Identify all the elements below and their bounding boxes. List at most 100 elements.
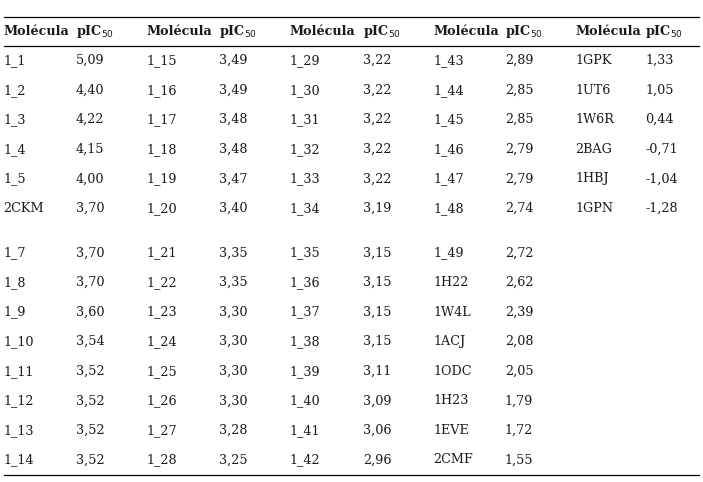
- Text: -1,04: -1,04: [645, 173, 678, 186]
- Text: 3,49: 3,49: [219, 54, 248, 67]
- Text: 1UT6: 1UT6: [575, 84, 610, 97]
- Text: 1_19: 1_19: [146, 173, 176, 186]
- Text: 1_25: 1_25: [146, 365, 177, 378]
- Text: 4,22: 4,22: [76, 113, 105, 126]
- Text: 1_36: 1_36: [290, 276, 321, 289]
- Text: 3,19: 3,19: [363, 202, 391, 215]
- Text: 3,30: 3,30: [219, 306, 248, 319]
- Text: 1_32: 1_32: [290, 143, 321, 156]
- Text: 1_27: 1_27: [146, 424, 177, 437]
- Text: 3,15: 3,15: [363, 246, 392, 259]
- Text: 1_26: 1_26: [146, 394, 177, 407]
- Text: 3,52: 3,52: [76, 365, 105, 378]
- Text: 1_3: 1_3: [4, 113, 26, 126]
- Text: 3,48: 3,48: [219, 143, 248, 156]
- Text: 3,70: 3,70: [76, 276, 105, 289]
- Text: 4,15: 4,15: [76, 143, 105, 156]
- Text: 2,85: 2,85: [505, 113, 534, 126]
- Text: 2,79: 2,79: [505, 143, 534, 156]
- Text: 3,22: 3,22: [363, 143, 392, 156]
- Text: 3,22: 3,22: [363, 54, 392, 67]
- Text: 3,70: 3,70: [76, 246, 105, 259]
- Text: 3,60: 3,60: [76, 306, 105, 319]
- Text: pIC$_{50}$: pIC$_{50}$: [645, 23, 683, 40]
- Text: 1_21: 1_21: [146, 246, 176, 259]
- Text: 3,35: 3,35: [219, 276, 248, 289]
- Text: 1H23: 1H23: [433, 394, 468, 407]
- Text: pIC$_{50}$: pIC$_{50}$: [76, 23, 114, 40]
- Text: 1_49: 1_49: [433, 246, 464, 259]
- Text: 3,70: 3,70: [76, 202, 105, 215]
- Text: 3,52: 3,52: [76, 424, 105, 437]
- Text: 1_15: 1_15: [146, 54, 177, 67]
- Text: 1_37: 1_37: [290, 306, 321, 319]
- Text: Molécula: Molécula: [290, 25, 356, 38]
- Text: 1_14: 1_14: [4, 454, 34, 467]
- Text: 2CMF: 2CMF: [433, 454, 473, 467]
- Text: pIC$_{50}$: pIC$_{50}$: [505, 23, 543, 40]
- Text: 3,11: 3,11: [363, 365, 391, 378]
- Text: 3,40: 3,40: [219, 202, 248, 215]
- Text: -1,28: -1,28: [645, 202, 678, 215]
- Text: 1_2: 1_2: [4, 84, 26, 97]
- Text: 1_5: 1_5: [4, 173, 26, 186]
- Text: 3,47: 3,47: [219, 173, 248, 186]
- Text: 3,22: 3,22: [363, 84, 392, 97]
- Text: 3,52: 3,52: [76, 454, 105, 467]
- Text: 2BAG: 2BAG: [575, 143, 612, 156]
- Text: 3,28: 3,28: [219, 424, 248, 437]
- Text: 3,49: 3,49: [219, 84, 248, 97]
- Text: 1_23: 1_23: [146, 306, 177, 319]
- Text: 1_41: 1_41: [290, 424, 320, 437]
- Text: 0,44: 0,44: [645, 113, 674, 126]
- Text: 1_44: 1_44: [433, 84, 464, 97]
- Text: 1,72: 1,72: [505, 424, 533, 437]
- Text: 1,05: 1,05: [645, 84, 674, 97]
- Text: 3,54: 3,54: [76, 335, 105, 348]
- Text: 1_43: 1_43: [433, 54, 464, 67]
- Text: 2,89: 2,89: [505, 54, 534, 67]
- Text: 1_16: 1_16: [146, 84, 176, 97]
- Text: 1_42: 1_42: [290, 454, 321, 467]
- Text: 2,72: 2,72: [505, 246, 534, 259]
- Text: 1GPN: 1GPN: [575, 202, 613, 215]
- Text: 3,15: 3,15: [363, 335, 392, 348]
- Text: 1_45: 1_45: [433, 113, 464, 126]
- Text: 1_34: 1_34: [290, 202, 321, 215]
- Text: 1_20: 1_20: [146, 202, 177, 215]
- Text: 1_22: 1_22: [146, 276, 177, 289]
- Text: Molécula: Molécula: [433, 25, 499, 38]
- Text: 1_39: 1_39: [290, 365, 321, 378]
- Text: 1_4: 1_4: [4, 143, 26, 156]
- Text: 1_35: 1_35: [290, 246, 321, 259]
- Text: 1_40: 1_40: [290, 394, 321, 407]
- Text: pIC$_{50}$: pIC$_{50}$: [219, 23, 257, 40]
- Text: 4,00: 4,00: [76, 173, 105, 186]
- Text: 3,06: 3,06: [363, 424, 392, 437]
- Text: 3,22: 3,22: [363, 173, 392, 186]
- Text: 1_12: 1_12: [4, 394, 34, 407]
- Text: 2,79: 2,79: [505, 173, 534, 186]
- Text: 1_31: 1_31: [290, 113, 320, 126]
- Text: 2CKM: 2CKM: [4, 202, 44, 215]
- Text: 3,22: 3,22: [363, 113, 392, 126]
- Text: 1_28: 1_28: [146, 454, 177, 467]
- Text: pIC$_{50}$: pIC$_{50}$: [363, 23, 401, 40]
- Text: 1_29: 1_29: [290, 54, 321, 67]
- Text: 2,05: 2,05: [505, 365, 534, 378]
- Text: 1HBJ: 1HBJ: [575, 173, 609, 186]
- Text: 3,52: 3,52: [76, 394, 105, 407]
- Text: Molécula: Molécula: [4, 25, 70, 38]
- Text: 3,09: 3,09: [363, 394, 392, 407]
- Text: 2,62: 2,62: [505, 276, 534, 289]
- Text: 3,48: 3,48: [219, 113, 248, 126]
- Text: 2,85: 2,85: [505, 84, 534, 97]
- Text: Molécula: Molécula: [146, 25, 212, 38]
- Text: 3,35: 3,35: [219, 246, 248, 259]
- Text: 1_11: 1_11: [4, 365, 34, 378]
- Text: 1H22: 1H22: [433, 276, 468, 289]
- Text: 3,30: 3,30: [219, 394, 248, 407]
- Text: 1_47: 1_47: [433, 173, 464, 186]
- Text: 2,96: 2,96: [363, 454, 392, 467]
- Text: 1_1: 1_1: [4, 54, 26, 67]
